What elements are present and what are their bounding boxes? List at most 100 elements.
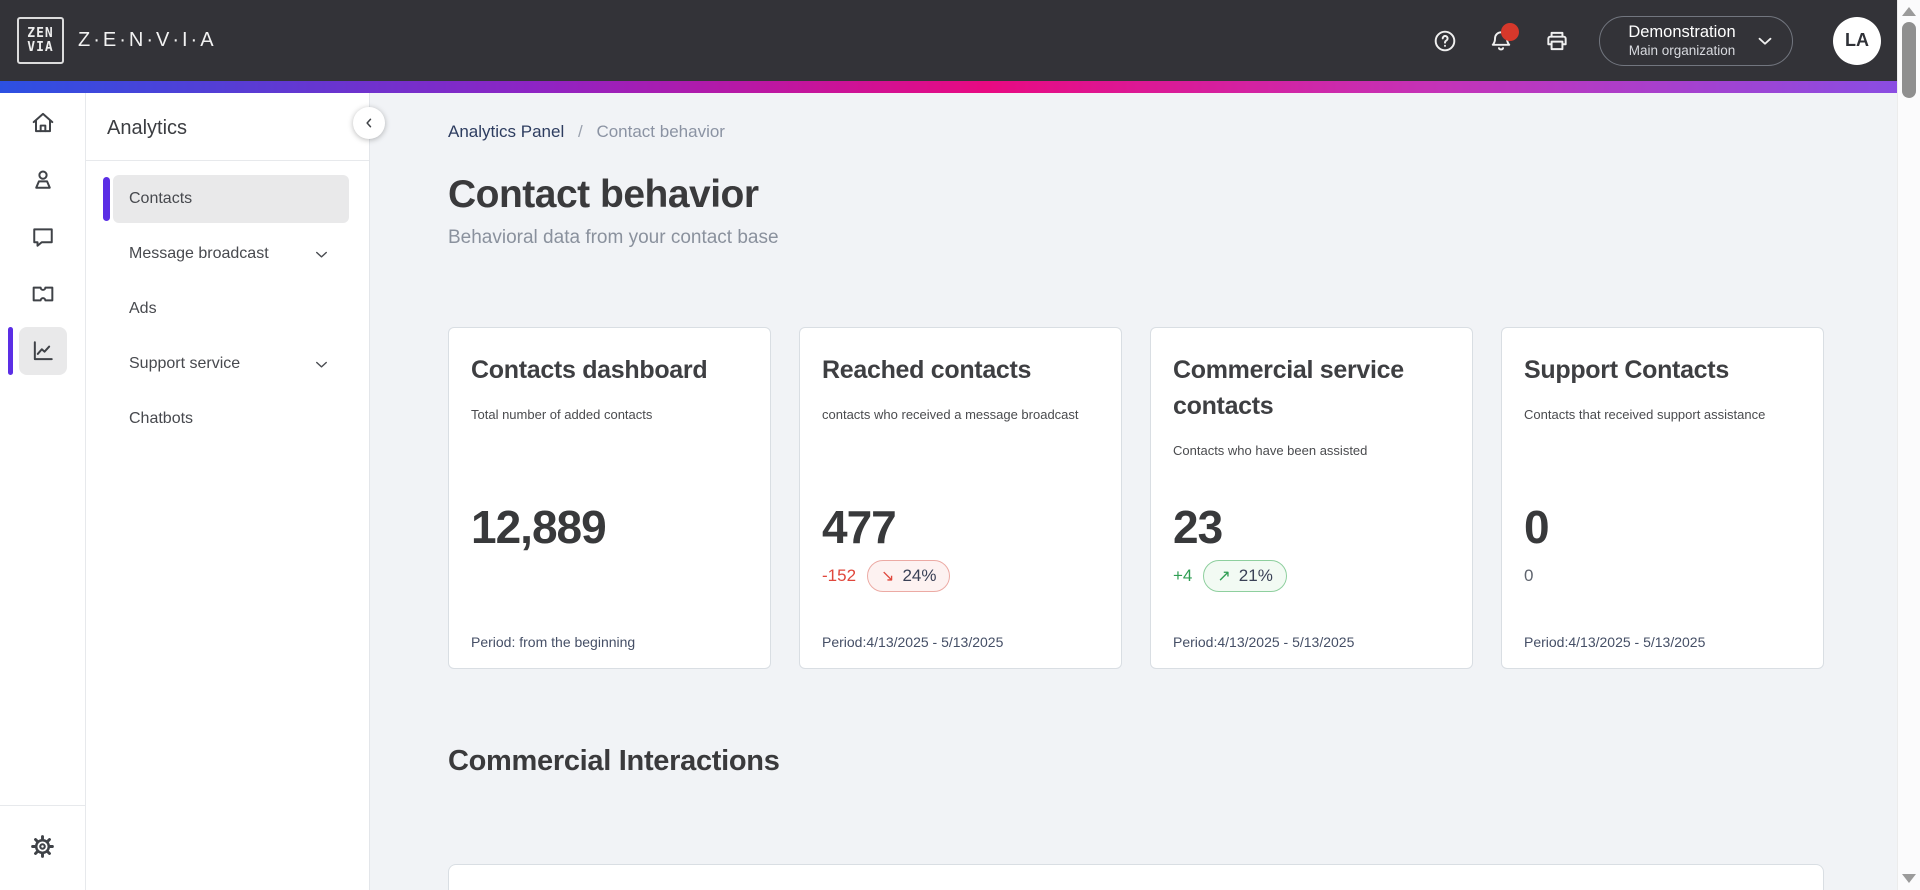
rail-item-tickets[interactable] xyxy=(19,270,67,318)
sidebar-menu: Contacts Message broadcast Ads Support s… xyxy=(103,161,349,443)
card-support-contacts: Support Contacts Contacts that received … xyxy=(1501,327,1824,669)
kpi-cards-row: Contacts dashboard Total number of added… xyxy=(448,327,1897,669)
trend-badge-up: ↗ 21% xyxy=(1203,560,1287,592)
card-delta-row: +4 ↗ 21% xyxy=(1173,559,1287,593)
notifications-button[interactable] xyxy=(1473,17,1529,65)
sidebar-item-message-broadcast[interactable]: Message broadcast xyxy=(113,230,349,278)
line-chart-icon xyxy=(33,341,53,361)
card-period: Period:4/13/2025 - 5/13/2025 xyxy=(1173,634,1355,650)
breadcrumb: Analytics Panel / Contact behavior xyxy=(448,121,1897,143)
page-subtitle: Behavioral data from your contact base xyxy=(448,227,779,248)
card-period: Period:4/13/2025 - 5/13/2025 xyxy=(822,634,1004,650)
delta-value: -152 xyxy=(822,566,857,585)
card-delta-row: -152 ↘ 24% xyxy=(822,559,951,593)
card-period: Period:4/13/2025 - 5/13/2025 xyxy=(1524,634,1706,650)
main-content: Analytics Panel / Contact behavior Conta… xyxy=(370,93,1897,890)
card-title: Commercial service contacts xyxy=(1173,356,1404,420)
commercial-interactions-card-partial xyxy=(448,864,1824,890)
card-value: 12,889 xyxy=(471,501,607,553)
chevron-down-icon xyxy=(316,251,327,258)
brand-gradient-bar xyxy=(0,81,1897,93)
notification-badge xyxy=(1501,22,1519,41)
rail-bottom xyxy=(0,805,85,890)
card-reached-contacts: Reached contacts contacts who received a… xyxy=(799,327,1122,669)
logo-text-top: ZEN xyxy=(27,25,54,41)
page-title: Contact behavior xyxy=(448,173,759,216)
chat-bubble-icon xyxy=(32,228,53,247)
sidebar-item-label: Contacts xyxy=(129,190,193,207)
sidebar-item-chatbots[interactable]: Chatbots xyxy=(113,395,349,443)
top-bar-actions: Demonstration Main organization LA xyxy=(1417,15,1881,66)
settings-gear-icon xyxy=(31,834,54,858)
body-row: Analytics Contacts Message broadcast xyxy=(0,93,1897,890)
card-delta-row: 0 xyxy=(1524,559,1533,593)
rail-item-conversations[interactable] xyxy=(19,213,67,261)
sidebar-item-label: Support service xyxy=(129,355,241,372)
breadcrumb-current: Contact behavior xyxy=(596,122,725,141)
user-avatar[interactable]: LA xyxy=(1833,16,1881,65)
section-title-commercial-interactions: Commercial Interactions xyxy=(448,745,780,777)
rail-item-analytics[interactable] xyxy=(7,327,67,375)
card-description: Contacts that received support assistanc… xyxy=(1524,407,1766,422)
active-indicator xyxy=(7,327,13,375)
card-period: Period: from the beginning xyxy=(471,634,636,650)
card-title: Contacts dashboard xyxy=(471,356,708,384)
rail-item-settings[interactable] xyxy=(19,822,67,870)
delta-percent: 21% xyxy=(1238,566,1273,585)
card-title: Reached contacts xyxy=(822,356,1032,384)
rail-item-home[interactable] xyxy=(19,99,67,147)
zenvia-wordmark: Z·E·N·V·I·A xyxy=(78,29,217,51)
vertical-scrollbar[interactable] xyxy=(1897,0,1920,890)
trend-up-icon: ↗ xyxy=(1217,568,1231,585)
rail-item-contacts[interactable] xyxy=(19,156,67,204)
trend-badge-down: ↘ 24% xyxy=(867,560,951,592)
org-sub-label: Main organization xyxy=(1628,43,1736,58)
person-icon xyxy=(34,170,51,189)
chevron-down-icon xyxy=(316,361,327,368)
sidebar-title: Analytics xyxy=(107,117,188,139)
trend-down-icon: ↘ xyxy=(881,568,895,585)
org-name: Demonstration xyxy=(1628,23,1736,41)
org-selector[interactable]: Demonstration Main organization xyxy=(1599,15,1793,66)
print-button[interactable] xyxy=(1529,17,1585,65)
delta-value: 0 xyxy=(1524,566,1534,585)
sidebar-item-label: Message broadcast xyxy=(129,245,269,262)
card-commercial-service-contacts: Commercial service contacts Contacts who… xyxy=(1150,327,1473,669)
delta-percent: 24% xyxy=(902,566,937,585)
printer-icon xyxy=(1547,31,1567,50)
scrollbar-thumb[interactable] xyxy=(1902,22,1916,98)
delta-value: +4 xyxy=(1173,566,1193,585)
collapse-sidebar-button[interactable] xyxy=(353,107,385,139)
sidebar-item-label: Ads xyxy=(129,300,157,317)
card-description: contacts who received a message broadcas… xyxy=(822,407,1079,422)
help-icon xyxy=(1434,30,1456,51)
sidebar-item-label: Chatbots xyxy=(129,410,194,427)
sidebar-item-ads[interactable]: Ads xyxy=(113,285,349,333)
chevron-down-icon xyxy=(1758,37,1772,45)
breadcrumb-separator: / xyxy=(577,122,583,141)
scroll-up-arrow[interactable] xyxy=(1902,7,1916,16)
ticket-icon xyxy=(32,286,53,302)
analytics-sidebar: Analytics Contacts Message broadcast xyxy=(86,93,385,890)
sidebar-item-support-service[interactable]: Support service xyxy=(113,340,349,388)
active-indicator xyxy=(103,177,110,221)
card-description: Total number of added contacts xyxy=(471,407,653,422)
card-title: Support Contacts xyxy=(1524,356,1729,384)
zenvia-logo-icon[interactable]: ZEN VIA xyxy=(17,17,64,64)
sidebar-item-contacts[interactable]: Contacts xyxy=(103,175,349,223)
card-description: Contacts who have been assisted xyxy=(1173,443,1368,458)
home-icon xyxy=(32,112,53,133)
scroll-down-arrow[interactable] xyxy=(1902,874,1916,883)
org-selector-labels: Demonstration Main organization xyxy=(1622,22,1742,59)
breadcrumb-parent-link[interactable]: Analytics Panel xyxy=(448,122,565,141)
chevron-left-icon xyxy=(366,118,372,128)
card-value: 477 xyxy=(822,501,897,553)
top-bar: ZEN VIA Z·E·N·V·I·A xyxy=(0,0,1897,81)
logo-text-bottom: VIA xyxy=(27,39,54,55)
card-value: 23 xyxy=(1173,501,1223,553)
card-value: 0 xyxy=(1524,501,1550,553)
app-nav-rail xyxy=(0,93,86,890)
help-button[interactable] xyxy=(1417,17,1473,65)
